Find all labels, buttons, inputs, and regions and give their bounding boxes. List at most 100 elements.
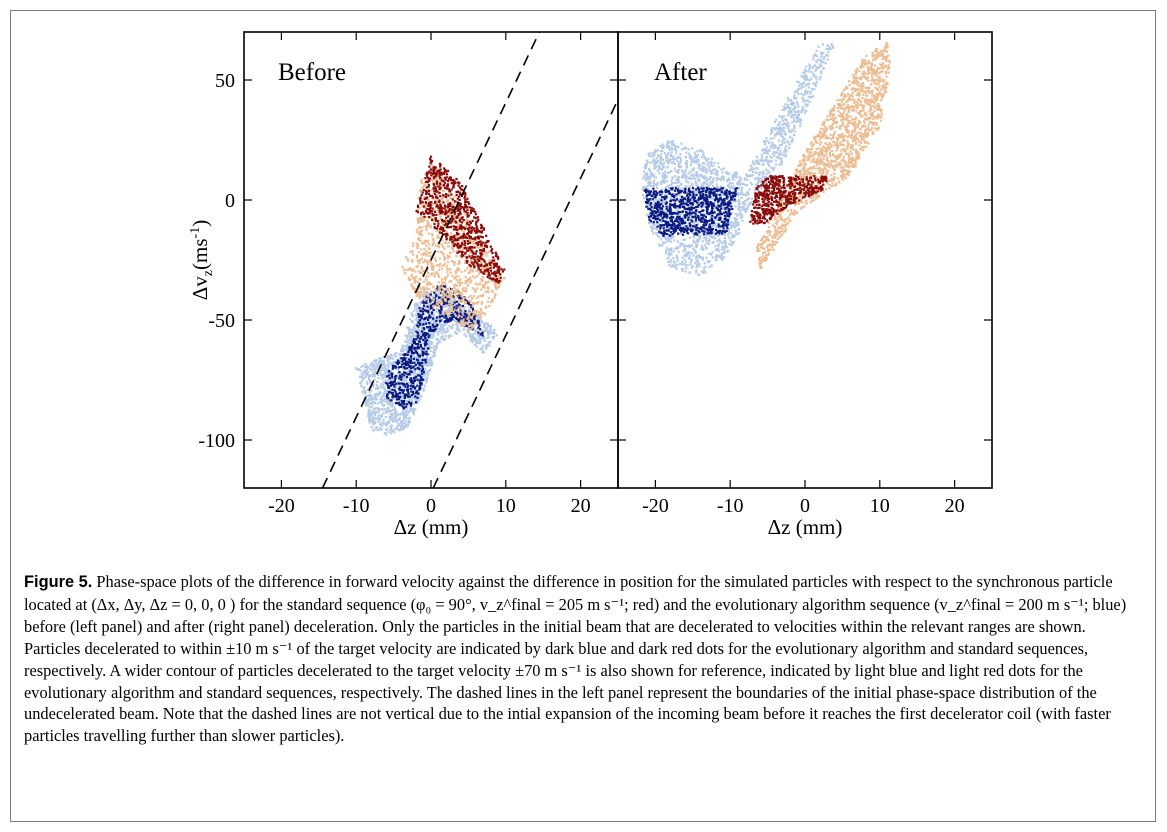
scatter-point: [417, 260, 420, 263]
scatter-point: [382, 422, 385, 425]
scatter-point: [435, 301, 438, 304]
scatter-point: [438, 292, 441, 295]
scatter-point: [694, 250, 697, 253]
scatter-point: [372, 360, 375, 363]
scatter-point: [464, 269, 467, 272]
scatter-point: [434, 292, 437, 295]
scatter-point: [486, 326, 489, 329]
scatter-point: [436, 307, 439, 310]
scatter-point: [466, 215, 469, 218]
scatter-point: [473, 238, 476, 241]
scatter-point: [374, 359, 377, 362]
scatter-point: [656, 234, 659, 237]
scatter-point: [394, 394, 397, 398]
scatter-point: [476, 283, 479, 286]
scatter-point: [474, 331, 477, 334]
scatter-point: [677, 175, 680, 178]
scatter-point: [368, 366, 371, 369]
before-x-axis-label: Δz (mm): [394, 515, 469, 539]
scatter-point: [416, 367, 419, 370]
scatter-point: [378, 409, 381, 412]
scatter-point: [431, 244, 434, 247]
scatter-point: [443, 262, 446, 266]
scatter-point: [439, 310, 442, 313]
scatter-point: [444, 301, 447, 304]
scatter-point: [444, 233, 447, 236]
scatter-point: [776, 146, 779, 149]
scatter-point: [462, 247, 465, 250]
scatter-point: [374, 417, 377, 420]
scatter-point: [710, 170, 713, 173]
scatter-point: [444, 193, 448, 196]
scatter-point: [413, 303, 416, 306]
scatter-point: [429, 302, 432, 305]
scatter-point: [405, 348, 408, 351]
scatter-point: [432, 220, 435, 223]
scatter-point: [375, 384, 378, 387]
scatter-point: [430, 290, 433, 293]
scatter-point: [373, 414, 377, 417]
scatter-point: [445, 200, 448, 203]
scatter-point: [415, 338, 418, 341]
scatter-point: [371, 406, 374, 409]
scatter-point: [456, 209, 459, 212]
scatter-point: [491, 278, 495, 281]
scatter-point: [405, 346, 408, 349]
scatter-point: [729, 224, 732, 227]
scatter-point: [472, 338, 475, 341]
scatter-point: [711, 251, 714, 254]
scatter-point: [495, 253, 498, 256]
scatter-point: [372, 383, 375, 386]
scatter-point: [416, 384, 419, 387]
scatter-point: [406, 414, 409, 417]
scatter-point: [424, 348, 427, 351]
scatter-point: [763, 159, 767, 163]
scatter-point: [483, 252, 486, 255]
scatter-point: [468, 247, 471, 250]
scatter-point: [409, 251, 412, 254]
scatter-point: [419, 200, 422, 203]
scatter-point: [439, 182, 442, 185]
scatter-point: [469, 248, 472, 251]
scatter-point: [413, 375, 416, 378]
scatter-point: [438, 316, 441, 319]
scatter-point: [371, 365, 374, 368]
scatter-point: [455, 194, 458, 197]
scatter-point: [376, 406, 379, 409]
scatter-point: [683, 245, 686, 248]
scatter-point: [388, 381, 391, 384]
scatter-point: [467, 214, 471, 217]
scatter-point: [454, 228, 457, 231]
scatter-point: [384, 400, 387, 403]
scatter-point: [484, 264, 488, 267]
scatter-point: [408, 381, 411, 384]
scatter-point: [469, 324, 472, 327]
scatter-point: [667, 162, 670, 165]
scatter-point: [432, 170, 435, 173]
scatter-point: [419, 198, 422, 201]
scatter-point: [417, 325, 420, 328]
scatter-point: [428, 243, 431, 246]
scatter-point: [418, 368, 421, 371]
scatter-point: [440, 318, 443, 321]
scatter-point: [431, 323, 434, 326]
scatter-point: [443, 204, 446, 207]
scatter-point: [424, 173, 427, 176]
scatter-point: [388, 403, 391, 406]
scatter-point: [379, 428, 382, 431]
scatter-point: [401, 391, 404, 394]
scatter-point: [442, 285, 445, 288]
scatter-point: [416, 398, 419, 401]
scatter-point: [465, 321, 468, 324]
scatter-point: [382, 418, 385, 421]
scatter-point: [431, 233, 434, 236]
scatter-point: [452, 183, 455, 186]
scatter-point: [685, 151, 688, 154]
scatter-point: [375, 397, 378, 400]
scatter-point: [455, 304, 458, 307]
scatter-point: [435, 171, 439, 174]
scatter-point: [453, 290, 456, 293]
scatter-point: [479, 315, 482, 318]
scatter-point: [760, 177, 763, 180]
scatter-point: [446, 289, 449, 292]
